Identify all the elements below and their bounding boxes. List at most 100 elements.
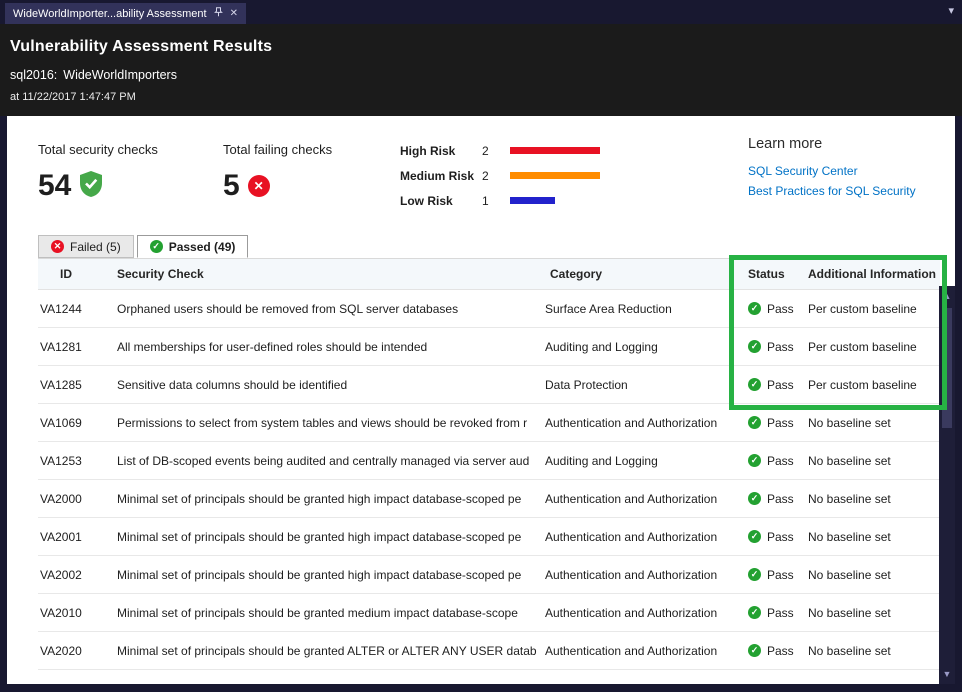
server-line: sql2016: WideWorldImporters xyxy=(10,68,962,82)
risk-legend: High Risk 2 Medium Risk 2 Low Risk 1 xyxy=(400,138,600,213)
pass-check-icon: ✓ xyxy=(748,606,761,619)
scrollbar-thumb[interactable] xyxy=(942,308,952,428)
table-header-row: ID Security Check Category Status Additi… xyxy=(38,258,940,290)
status-text: Pass xyxy=(767,605,794,620)
col-header-category: Category xyxy=(550,267,603,281)
table-row[interactable]: VA2000 Minimal set of principals should … xyxy=(38,480,940,518)
results-content: Total security checks 54 Total failing c… xyxy=(7,116,955,684)
tab-passed-label: Passed (49) xyxy=(168,239,236,254)
row-status: ✓ Pass xyxy=(748,568,808,582)
database-name: WideWorldImporters xyxy=(63,68,177,82)
row-status: ✓ Pass xyxy=(748,416,808,430)
row-check: Minimal set of principals should be gran… xyxy=(117,491,522,506)
failing-checks-label: Total failing checks xyxy=(223,142,333,157)
shield-check-icon xyxy=(79,170,103,203)
server-name: sql2016: xyxy=(10,68,58,82)
row-category: Authentication and Authorization xyxy=(545,491,718,506)
status-text: Pass xyxy=(767,377,794,392)
row-check: Minimal set of principals should be gran… xyxy=(117,643,537,658)
row-check: Sensitive data columns should be identif… xyxy=(117,377,348,392)
table-row[interactable]: VA1253 List of DB-scoped events being au… xyxy=(38,442,940,480)
row-category: Authentication and Authorization xyxy=(545,529,718,544)
row-check: Minimal set of principals should be gran… xyxy=(117,605,518,620)
scroll-up-icon[interactable]: ▲ xyxy=(942,291,952,301)
link-sql-security-center[interactable]: SQL Security Center xyxy=(748,164,858,178)
risk-bar-low xyxy=(510,197,555,204)
table-row[interactable]: VA2010 Minimal set of principals should … xyxy=(38,594,940,632)
tab-passed[interactable]: ✓ Passed (49) xyxy=(136,235,249,258)
pin-icon[interactable] xyxy=(213,7,223,20)
risk-row-medium: Medium Risk 2 xyxy=(400,163,600,188)
status-text: Pass xyxy=(767,643,794,658)
pass-check-icon: ✓ xyxy=(748,454,761,467)
status-text: Pass xyxy=(767,453,794,468)
risk-count: 2 xyxy=(482,143,489,158)
risk-label: Medium Risk xyxy=(400,168,475,183)
row-info: No baseline set xyxy=(808,491,891,506)
row-status: ✓ Pass xyxy=(748,530,808,544)
scroll-down-icon[interactable]: ▼ xyxy=(942,669,952,679)
row-category: Data Protection xyxy=(545,377,628,392)
pass-check-icon: ✓ xyxy=(748,492,761,505)
row-status: ✓ Pass xyxy=(748,492,808,506)
pass-check-icon: ✓ xyxy=(748,302,761,315)
tab-failed-label: Failed (5) xyxy=(70,239,121,254)
summary-band: Total security checks 54 Total failing c… xyxy=(7,116,955,232)
tab-failed[interactable]: ✕ Failed (5) xyxy=(38,235,134,258)
total-checks-stat: Total security checks 54 xyxy=(38,142,158,203)
row-id: VA2010 xyxy=(40,605,82,620)
status-text: Pass xyxy=(767,529,794,544)
table-row[interactable]: VA2001 Minimal set of principals should … xyxy=(38,518,940,556)
risk-bar-medium xyxy=(510,172,600,179)
row-check: Minimal set of principals should be gran… xyxy=(117,529,522,544)
row-status: ✓ Pass xyxy=(748,454,808,468)
failing-checks-stat: Total failing checks 5 ✕ xyxy=(223,142,332,203)
row-category: Authentication and Authorization xyxy=(545,567,718,582)
row-info: No baseline set xyxy=(808,453,891,468)
chevron-down-icon[interactable]: ▾ xyxy=(948,5,954,17)
total-checks-value: 54 xyxy=(38,169,72,202)
total-checks-label: Total security checks xyxy=(38,142,158,157)
row-check: Minimal set of principals should be gran… xyxy=(117,567,522,582)
pass-check-icon: ✓ xyxy=(748,340,761,353)
passed-tab-icon: ✓ xyxy=(149,240,163,253)
row-category: Auditing and Logging xyxy=(545,339,658,354)
row-status: ✓ Pass xyxy=(748,378,808,392)
row-info: Per custom baseline xyxy=(808,301,917,316)
risk-label: Low Risk xyxy=(400,193,453,208)
failing-checks-value: 5 xyxy=(223,169,240,202)
status-text: Pass xyxy=(767,415,794,430)
row-category: Authentication and Authorization xyxy=(545,415,718,430)
row-info: No baseline set xyxy=(808,643,891,658)
row-id: VA1281 xyxy=(40,339,82,354)
scan-timestamp: at 11/22/2017 1:47:47 PM xyxy=(10,91,136,103)
table-row[interactable]: VA1281 All memberships for user-defined … xyxy=(38,328,940,366)
row-info: Per custom baseline xyxy=(808,377,917,392)
table-row[interactable]: VA1285 Sensitive data columns should be … xyxy=(38,366,940,404)
table-row[interactable]: VA2020 Minimal set of principals should … xyxy=(38,632,940,670)
row-status: ✓ Pass xyxy=(748,340,808,354)
row-status: ✓ Pass xyxy=(748,302,808,316)
vertical-scrollbar[interactable]: ▲ ▼ xyxy=(939,286,955,684)
error-circle-icon: ✕ xyxy=(247,175,270,197)
table-row[interactable]: VA1069 Permissions to select from system… xyxy=(38,404,940,442)
risk-count: 2 xyxy=(482,168,489,183)
pass-check-icon: ✓ xyxy=(748,644,761,657)
row-id: VA2001 xyxy=(40,529,82,544)
risk-label: High Risk xyxy=(400,143,456,158)
link-best-practices[interactable]: Best Practices for SQL Security xyxy=(748,184,916,198)
row-category: Surface Area Reduction xyxy=(545,301,672,316)
table-row[interactable]: VA2002 Minimal set of principals should … xyxy=(38,556,940,594)
document-tab[interactable]: WideWorldImporter...ability Assessment ✕ xyxy=(5,3,246,24)
status-text: Pass xyxy=(767,339,794,354)
learn-more-panel: Learn more SQL Security Center Best Prac… xyxy=(748,136,916,198)
row-category: Authentication and Authorization xyxy=(545,605,718,620)
close-icon[interactable]: ✕ xyxy=(229,7,238,19)
row-info: Per custom baseline xyxy=(808,339,917,354)
row-category: Auditing and Logging xyxy=(545,453,658,468)
row-info: No baseline set xyxy=(808,415,891,430)
col-header-id: ID xyxy=(60,267,72,281)
learn-more-title: Learn more xyxy=(748,136,823,152)
table-row[interactable]: VA1244 Orphaned users should be removed … xyxy=(38,290,940,328)
